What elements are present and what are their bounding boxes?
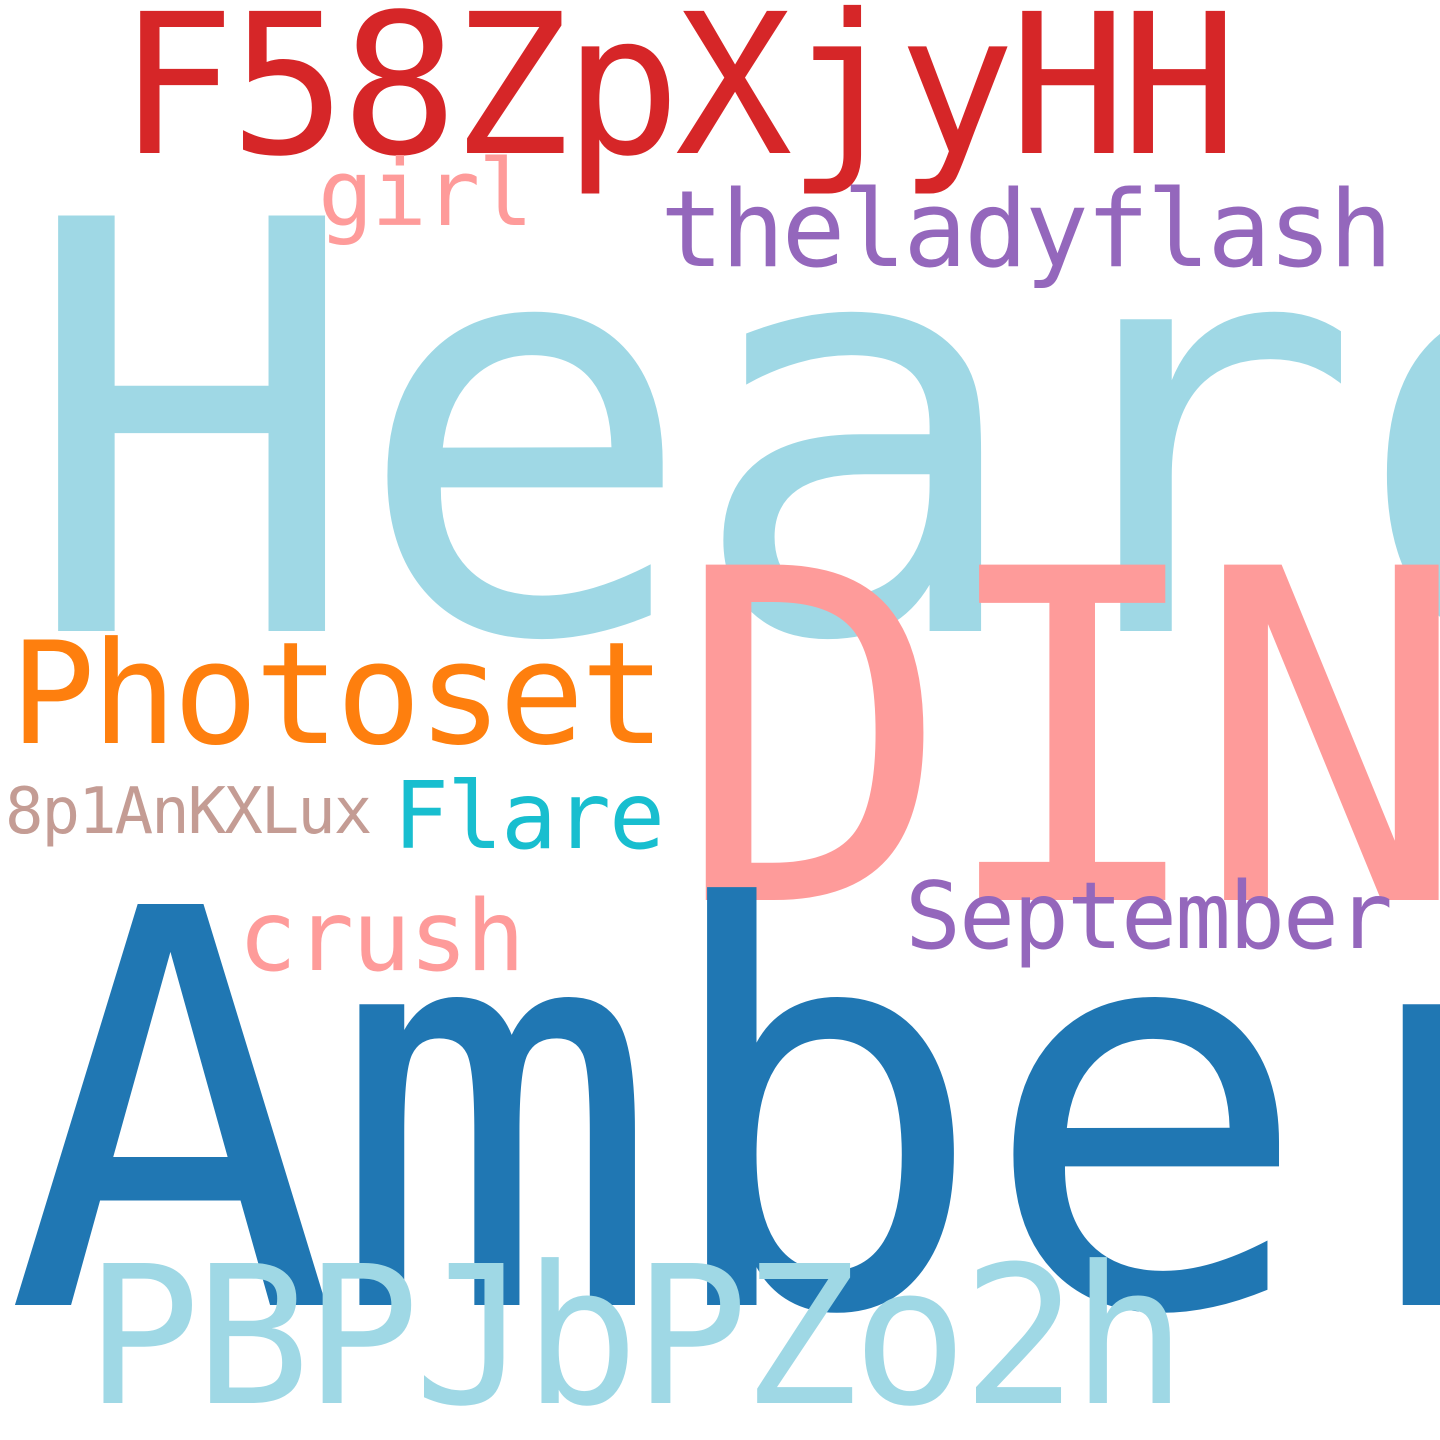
- word-crush: crush: [238, 880, 525, 994]
- word-din: DIN: [675, 474, 1440, 1009]
- word-f58zpxjyhh: F58ZpXjyHH: [118, 0, 1238, 199]
- word-photoset: Photoset: [10, 612, 666, 777]
- word-september: September: [905, 862, 1393, 970]
- word-theladyflash: theladyflash: [660, 168, 1393, 291]
- word-8p1ankxlux: 8p1AnKXLux: [5, 775, 372, 849]
- word-amber: Amber: [5, 794, 1440, 1435]
- word-heard: Heard: [20, 103, 1440, 766]
- word-pbpjbpzo2h: PBPJbPZo2h: [85, 1226, 1187, 1440]
- word-girl: girl: [318, 140, 534, 247]
- word-flare: Flare: [393, 762, 665, 870]
